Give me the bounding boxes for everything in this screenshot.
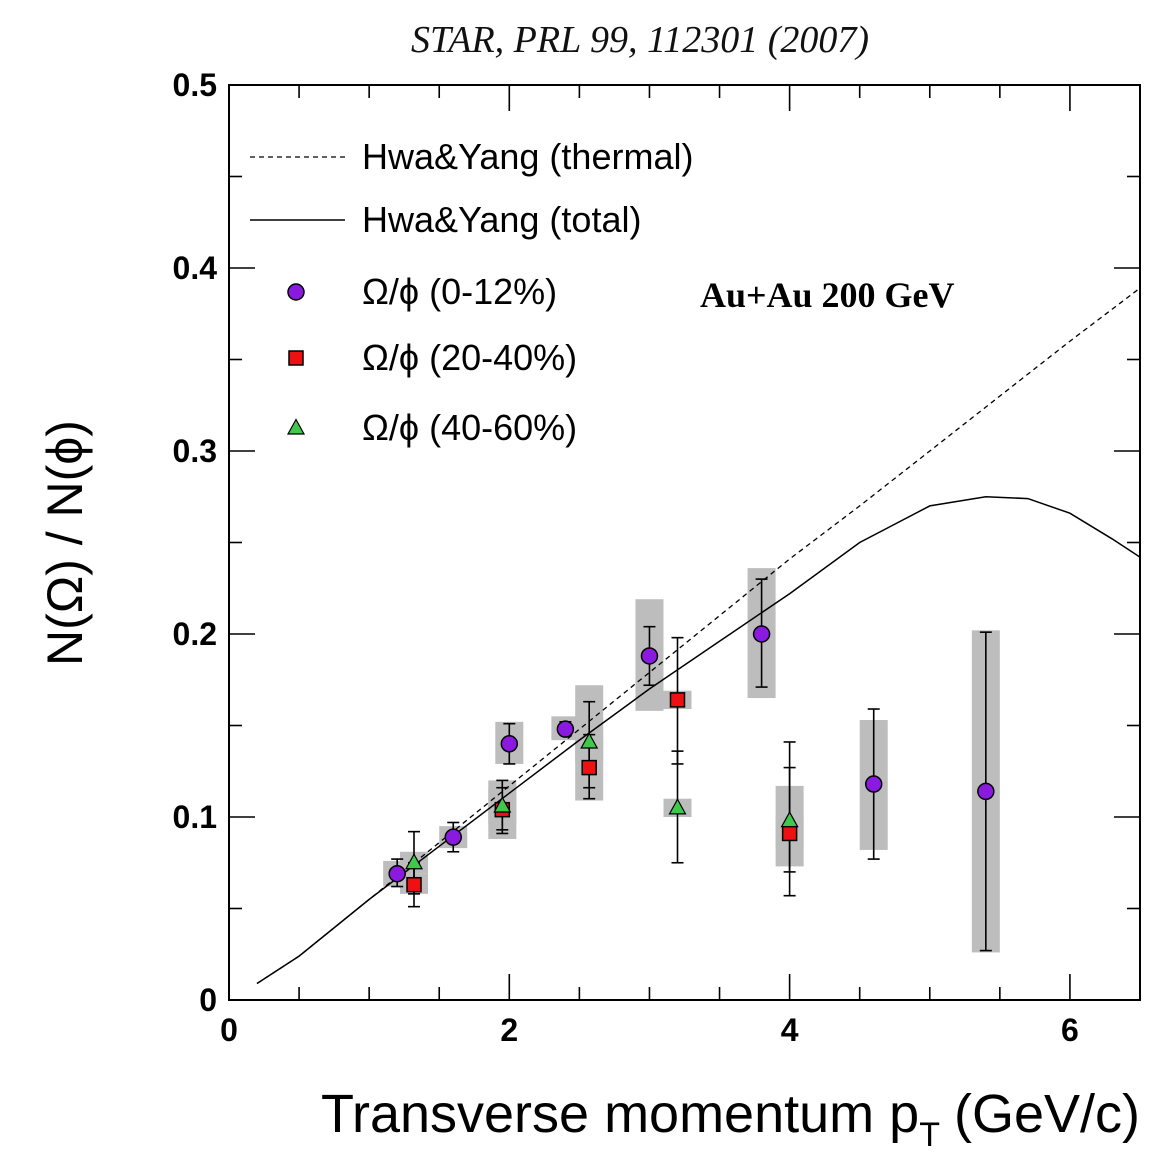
y-tick-label-0.4: 0.4 xyxy=(173,250,218,286)
x-axis-label: Transverse momentum pT (GeV/c) xyxy=(321,1084,1140,1154)
axis-ticks xyxy=(228,84,1141,1001)
point-circle-p1 xyxy=(444,828,462,846)
point-triangle-p1 xyxy=(493,796,512,813)
error-bars xyxy=(391,578,992,952)
legend-label-series-2: Ω/ϕ (40-60%) xyxy=(362,407,577,448)
y-tick-label-0.3: 0.3 xyxy=(173,433,217,469)
tick-labels: 0 2 4 6 0 0.1 0.2 0.3 0.4 0.5 xyxy=(173,67,1079,1048)
chart-citation: STAR, PRL 99, 112301 (2007) xyxy=(411,19,869,61)
legend-label-series-0: Ω/ϕ (0-12%) xyxy=(362,271,557,312)
point-square-p0 xyxy=(406,876,422,893)
x-tick-label-4: 4 xyxy=(781,1012,799,1048)
data-markers xyxy=(388,625,995,893)
energy-annotation: Au+Au 200 GeV xyxy=(700,275,955,315)
y-tick-label-0.2: 0.2 xyxy=(173,616,217,652)
legend-marker-triangle xyxy=(286,418,306,435)
point-triangle-p4 xyxy=(780,810,799,828)
legend-marker-square xyxy=(288,350,304,366)
point-triangle-p3 xyxy=(668,798,687,815)
point-square-p4 xyxy=(781,825,798,842)
point-circle-p5 xyxy=(752,625,771,643)
point-square-p2 xyxy=(581,759,597,776)
legend: Hwa&Yang (thermal) Hwa&Yang (total) Ω/ϕ (0… xyxy=(250,136,693,448)
legend-label-curve-0: Hwa&Yang (thermal) xyxy=(362,136,693,177)
systematic-bands xyxy=(383,568,1000,953)
legend-marker-circle xyxy=(287,283,305,301)
x-axis-label-main: Transverse momentum p xyxy=(321,1084,919,1144)
point-circle-p3 xyxy=(556,720,575,738)
point-circle-p4 xyxy=(640,647,659,665)
x-tick-label-2: 2 xyxy=(500,1012,518,1048)
point-circle-p2 xyxy=(500,735,519,753)
point-square-p3 xyxy=(669,692,686,708)
point-circle-p7 xyxy=(977,782,995,801)
point-circle-p6 xyxy=(864,775,883,793)
plot-area xyxy=(256,287,1140,985)
legend-label-curve-1: Hwa&Yang (total) xyxy=(362,199,641,240)
total-curve xyxy=(256,495,1140,985)
point-triangle-p2 xyxy=(580,732,599,749)
x-tick-label-0: 0 xyxy=(220,1012,238,1048)
point-triangle-p0 xyxy=(404,853,424,870)
point-circle-p0 xyxy=(388,864,406,883)
x-axis-label-unit: (GeV/c) xyxy=(954,1084,1140,1144)
y-axis-label: N(Ω) / N(ϕ) xyxy=(37,420,93,666)
y-tick-label-0: 0 xyxy=(199,982,217,1018)
x-axis-label-sub: T xyxy=(919,1116,940,1154)
y-tick-label-0.5: 0.5 xyxy=(173,67,217,103)
x-tick-label-6: 6 xyxy=(1061,1012,1079,1048)
y-tick-label-0.1: 0.1 xyxy=(173,799,217,835)
legend-label-series-1: Ω/ϕ (20-40%) xyxy=(362,337,577,378)
